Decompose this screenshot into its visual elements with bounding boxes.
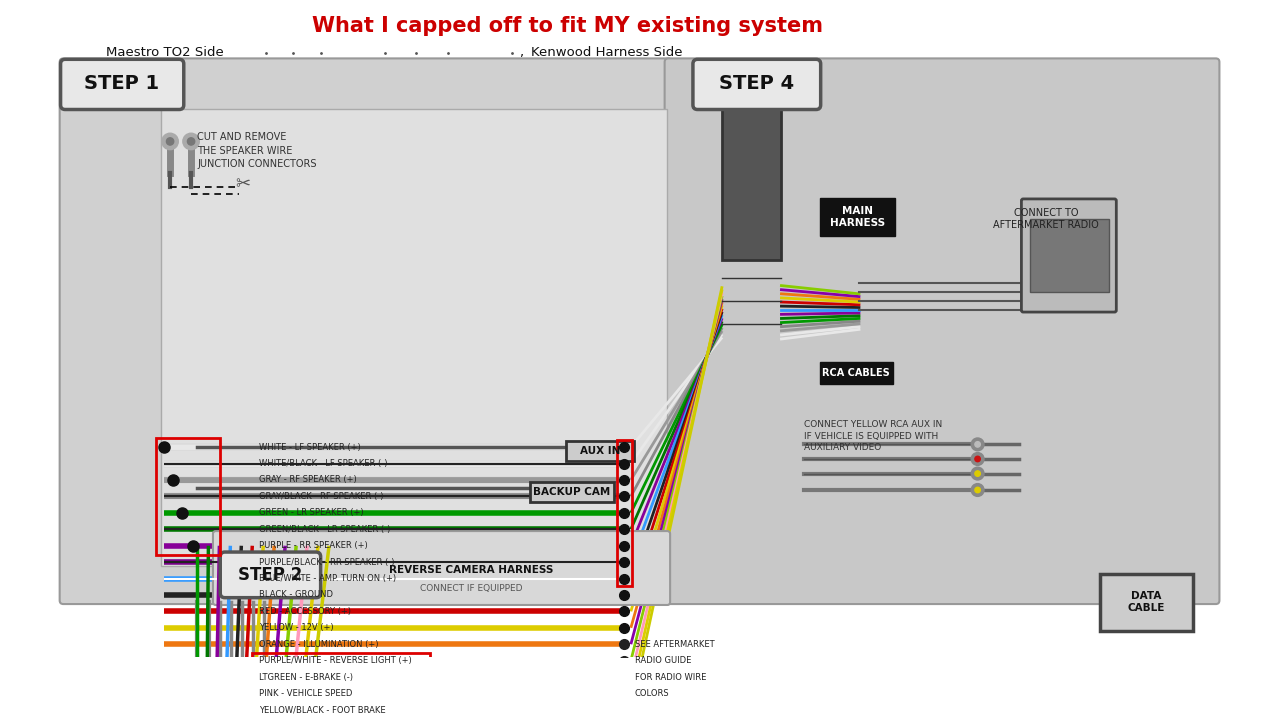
- Circle shape: [166, 138, 174, 145]
- FancyBboxPatch shape: [220, 552, 320, 598]
- FancyBboxPatch shape: [664, 58, 1220, 604]
- Circle shape: [187, 138, 195, 145]
- Text: GRAY - RF SPEAKER (+): GRAY - RF SPEAKER (+): [260, 475, 357, 485]
- Text: GREEN/BLACK - LR SPEAKER (-): GREEN/BLACK - LR SPEAKER (-): [260, 525, 390, 534]
- Text: RADIO GUIDE: RADIO GUIDE: [635, 656, 691, 665]
- Text: CONNECT YELLOW RCA AUX IN
IF VEHICLE IS EQUIPPED WITH
AUXILIARY VIDEO: CONNECT YELLOW RCA AUX IN IF VEHICLE IS …: [804, 420, 942, 452]
- Circle shape: [972, 438, 984, 451]
- Circle shape: [183, 133, 200, 150]
- FancyBboxPatch shape: [1021, 199, 1116, 312]
- Bar: [722, 100, 781, 260]
- FancyBboxPatch shape: [819, 362, 892, 384]
- Bar: [1029, 219, 1108, 292]
- Text: PINK - VEHICLE SPEED: PINK - VEHICLE SPEED: [260, 689, 353, 698]
- Text: BACKUP CAM: BACKUP CAM: [532, 487, 611, 497]
- Text: DATA
CABLE: DATA CABLE: [1128, 591, 1165, 613]
- Circle shape: [975, 441, 980, 447]
- Text: WHITE/BLACK - LF SPEAKER (-): WHITE/BLACK - LF SPEAKER (-): [260, 459, 388, 468]
- FancyBboxPatch shape: [212, 531, 671, 605]
- Text: CONNECT IF EQUIPPED: CONNECT IF EQUIPPED: [420, 584, 522, 593]
- Text: CONNECT TO
AFTERMARKET RADIO: CONNECT TO AFTERMARKET RADIO: [993, 208, 1100, 230]
- FancyBboxPatch shape: [819, 198, 895, 236]
- Text: LTGREEN - E-BRAKE (-): LTGREEN - E-BRAKE (-): [260, 672, 353, 682]
- Text: Kenwood Harness Side: Kenwood Harness Side: [530, 46, 682, 60]
- Text: GREEN - LR SPEAKER (+): GREEN - LR SPEAKER (+): [260, 508, 364, 517]
- Text: WHITE - LF SPEAKER (+): WHITE - LF SPEAKER (+): [260, 443, 361, 451]
- Text: ,: ,: [520, 46, 524, 60]
- Text: CUT AND REMOVE
THE SPEAKER WIRE
JUNCTION CONNECTORS: CUT AND REMOVE THE SPEAKER WIRE JUNCTION…: [197, 132, 317, 168]
- Circle shape: [975, 487, 980, 492]
- Text: BLUE/WHITE - AMP. TURN ON (+): BLUE/WHITE - AMP. TURN ON (+): [260, 574, 397, 583]
- Text: REVERSE CAMERA HARNESS: REVERSE CAMERA HARNESS: [389, 565, 553, 575]
- FancyBboxPatch shape: [530, 482, 613, 502]
- Circle shape: [975, 471, 980, 477]
- Text: Maestro TO2 Side: Maestro TO2 Side: [106, 46, 224, 60]
- Text: FOR RADIO WIRE: FOR RADIO WIRE: [635, 672, 705, 682]
- Circle shape: [972, 453, 984, 465]
- FancyBboxPatch shape: [692, 59, 820, 109]
- FancyBboxPatch shape: [161, 109, 667, 566]
- Text: PURPLE/BLACK - RR SPEAKER (-): PURPLE/BLACK - RR SPEAKER (-): [260, 557, 396, 567]
- Circle shape: [975, 456, 980, 462]
- FancyBboxPatch shape: [60, 58, 672, 604]
- Text: MAIN
HARNESS: MAIN HARNESS: [829, 207, 884, 228]
- Text: YELLOW - 12V (+): YELLOW - 12V (+): [260, 624, 334, 632]
- Circle shape: [161, 133, 178, 150]
- Text: COLORS: COLORS: [635, 689, 669, 698]
- Text: BLACK - GROUND: BLACK - GROUND: [260, 590, 334, 600]
- Text: AUX IN: AUX IN: [580, 446, 620, 456]
- Text: PURPLE - RR SPEAKER (+): PURPLE - RR SPEAKER (+): [260, 541, 369, 550]
- Text: What I capped off to fit MY existing system: What I capped off to fit MY existing sys…: [311, 17, 823, 37]
- Circle shape: [972, 467, 984, 480]
- Text: YELLOW/BLACK - FOOT BRAKE: YELLOW/BLACK - FOOT BRAKE: [260, 706, 387, 714]
- Text: GRAY/BLACK - RF SPEAKER (-): GRAY/BLACK - RF SPEAKER (-): [260, 492, 384, 501]
- Text: RED - ACCESSORY (+): RED - ACCESSORY (+): [260, 607, 352, 616]
- Circle shape: [972, 484, 984, 496]
- Text: ✂: ✂: [236, 175, 251, 193]
- Text: ORANGE - ILLUMINATION (+): ORANGE - ILLUMINATION (+): [260, 639, 379, 649]
- Text: STEP 2: STEP 2: [238, 566, 302, 584]
- Text: STEP 4: STEP 4: [719, 74, 795, 94]
- Text: RCA CABLES: RCA CABLES: [822, 368, 890, 378]
- Text: STEP 1: STEP 1: [84, 74, 159, 94]
- FancyBboxPatch shape: [60, 59, 184, 109]
- FancyBboxPatch shape: [1100, 574, 1193, 631]
- Text: PURPLE/WHITE - REVERSE LIGHT (+): PURPLE/WHITE - REVERSE LIGHT (+): [260, 656, 412, 665]
- FancyBboxPatch shape: [566, 441, 634, 461]
- Text: SEE AFTERMARKET: SEE AFTERMARKET: [635, 639, 714, 649]
